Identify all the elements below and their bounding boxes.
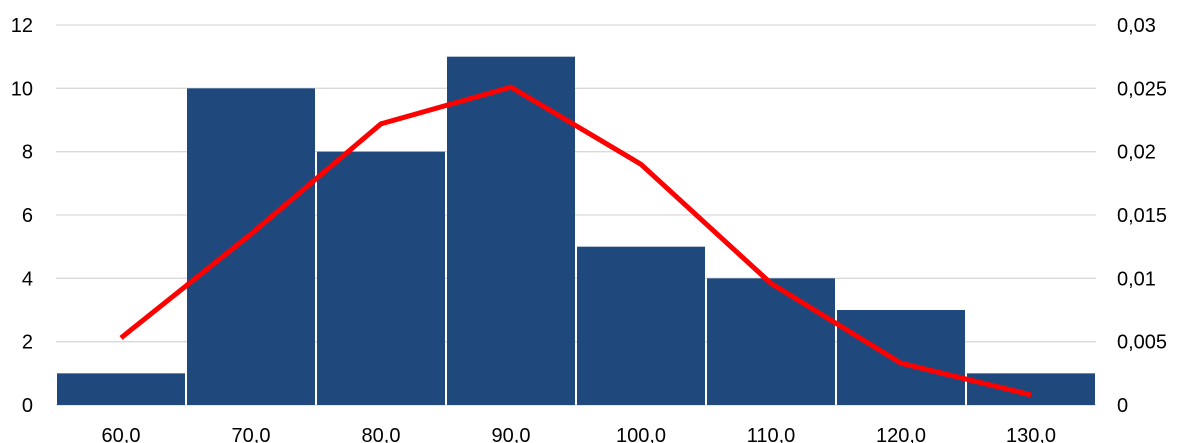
y-right-tick-label: 0,03 (1117, 15, 1156, 37)
line-series (119, 84, 1032, 398)
x-tick-label: 110,0 (747, 425, 796, 443)
histogram-bar (317, 151, 445, 405)
y-left-tick-label: 0 (22, 395, 33, 417)
y-right-tick-label: 0,01 (1117, 268, 1156, 290)
y-left-tick-label: 2 (22, 332, 33, 354)
y-left-tick-label: 12 (11, 15, 33, 37)
histogram-bar (447, 56, 575, 406)
x-tick-label: 90,0 (492, 425, 531, 443)
x-tick-label: 120,0 (876, 425, 926, 443)
y-left-tick-label: 6 (22, 205, 33, 227)
histogram-bar (187, 88, 315, 405)
histogram-bar (57, 373, 185, 405)
density-curve (119, 84, 1032, 398)
x-axis-labels: 60,0 70,0 80,0 90,0 100,0 110,0 120,0 130,0 (102, 425, 1057, 443)
y-right-tick-label: 0,02 (1117, 142, 1156, 164)
right-axis-labels: 0 0,005 0,01 0,015 0,02 0,025 0,03 (1117, 15, 1167, 417)
y-right-tick-label: 0 (1117, 395, 1128, 417)
y-left-tick-label: 8 (22, 142, 33, 164)
x-tick-label: 70,0 (232, 425, 271, 443)
histogram-bar (707, 278, 835, 405)
histogram-bar (577, 246, 705, 405)
left-axis-labels: 0 2 4 6 8 10 12 (11, 15, 33, 417)
bar-series (57, 56, 1095, 406)
histogram-bar (967, 373, 1095, 405)
x-tick-label: 80,0 (362, 425, 401, 443)
y-right-tick-label: 0,015 (1117, 205, 1167, 227)
y-right-tick-label: 0,025 (1117, 78, 1167, 100)
x-tick-label: 130,0 (1006, 425, 1056, 443)
x-tick-label: 60,0 (102, 425, 141, 443)
y-left-tick-label: 4 (22, 268, 33, 290)
y-right-tick-label: 0,005 (1117, 332, 1167, 354)
y-left-tick-label: 10 (11, 78, 33, 100)
histogram-bar (837, 310, 965, 405)
x-tick-label: 100,0 (616, 425, 666, 443)
